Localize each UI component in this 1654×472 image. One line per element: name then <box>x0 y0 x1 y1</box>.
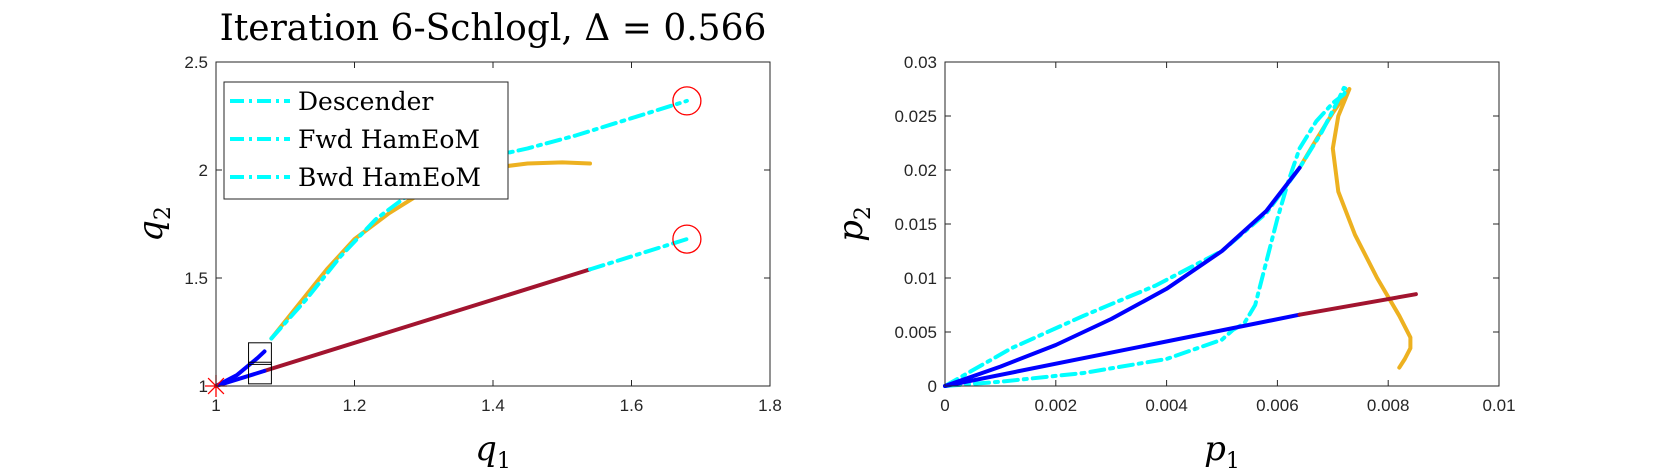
legend-label-descender: Descender <box>298 87 433 116</box>
series-2-line <box>214 349 267 388</box>
legend-label-bwd-hameom: Bwd HamEoM <box>298 163 481 192</box>
y-tick-label: 2 <box>199 161 208 180</box>
x-tick-label: 0.004 <box>1145 396 1188 415</box>
chart-right: 0 0.002 0.004 0.006 0.008 0.01 0 0.005 0.01 0.01… <box>831 53 1516 472</box>
y-tick-label: 0 <box>928 377 937 396</box>
chart-left-x-ticks: 1 1.2 1.4 1.6 1.8 <box>211 62 782 415</box>
y-tick-label: 0.005 <box>894 323 937 342</box>
chart-right-y-ticks: 0 0.005 0.01 0.015 0.02 0.025 0.03 <box>894 53 1499 396</box>
chart-left: Iteration 6-Schlogl, Δ = 0.566 1 1.2 1.4 1.… <box>131 8 782 472</box>
y-tick-label: 0.02 <box>904 161 937 180</box>
x-tick-label: 1.6 <box>620 396 644 415</box>
y-tick-label: 0.015 <box>894 215 937 234</box>
x-tick-label: 1 <box>211 396 220 415</box>
series-0-line <box>1297 87 1413 370</box>
y-tick-label: 0.03 <box>904 53 937 72</box>
series-2-line <box>943 165 1302 388</box>
zoom-box <box>248 361 272 385</box>
series-4-line <box>1297 292 1418 317</box>
series-3-line <box>943 312 1302 388</box>
chart-right-series <box>943 85 1418 388</box>
chart-left-xlabel: q1 <box>475 429 511 472</box>
x-tick-label: 0.006 <box>1256 396 1299 415</box>
x-tick-label: 0.002 <box>1035 396 1078 415</box>
zoom-box <box>248 342 272 365</box>
series-5-line <box>588 237 689 272</box>
y-tick-label: 2.5 <box>184 53 208 72</box>
chart-right-ylabel: p2 <box>831 206 876 242</box>
target-circle-marker <box>672 86 702 116</box>
y-tick-label: 0.025 <box>894 107 937 126</box>
legend-box <box>223 81 509 200</box>
chart-left-y-ticks: 1 1.5 2 2.5 <box>184 53 770 396</box>
legend-label-fwd-hameom: Fwd HamEoM <box>298 125 480 154</box>
chart-right-x-ticks: 0 0.002 0.004 0.006 0.008 0.01 <box>940 62 1516 415</box>
chart-right-xlabel: p1 <box>1204 429 1240 472</box>
x-tick-label: 1.8 <box>758 396 782 415</box>
x-tick-label: 1.2 <box>343 396 367 415</box>
series-1-line <box>943 85 1349 388</box>
x-tick-label: 0.01 <box>1482 396 1515 415</box>
x-tick-label: 0.008 <box>1367 396 1410 415</box>
chart-left-title: Iteration 6-Schlogl, Δ = 0.566 <box>220 8 767 49</box>
x-tick-label: 0 <box>940 396 949 415</box>
chart-left-ylabel: q2 <box>131 206 176 242</box>
series-3-line <box>262 267 592 373</box>
y-tick-label: 1.5 <box>184 269 208 288</box>
x-tick-label: 1.4 <box>481 396 505 415</box>
series-4-line <box>214 368 267 388</box>
y-tick-label: 0.01 <box>904 269 937 288</box>
chart-left-legend: Descender Fwd HamEoM Bwd HamEoM <box>223 81 509 200</box>
target-circle-marker <box>672 224 702 254</box>
y-tick-label: 1 <box>199 377 208 396</box>
